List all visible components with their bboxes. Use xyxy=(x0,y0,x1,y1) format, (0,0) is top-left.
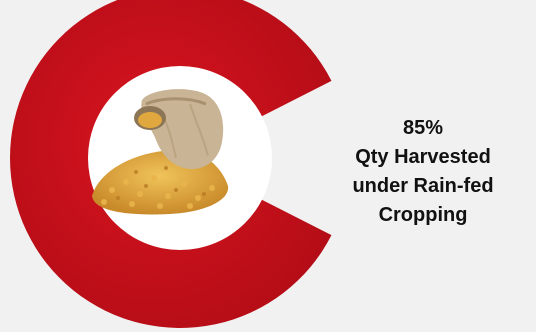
callout-label-line-2: under Rain-fed xyxy=(352,175,494,197)
callout-value: 85% xyxy=(402,117,444,139)
chart-callout: 85% Qty Harvested under Rain-fed Croppin… xyxy=(318,114,528,230)
callout-label-line-1: Qty Harvested xyxy=(355,146,491,168)
callout-label-line-3: Cropping xyxy=(378,204,468,226)
sack-of-grain-icon xyxy=(92,89,229,215)
